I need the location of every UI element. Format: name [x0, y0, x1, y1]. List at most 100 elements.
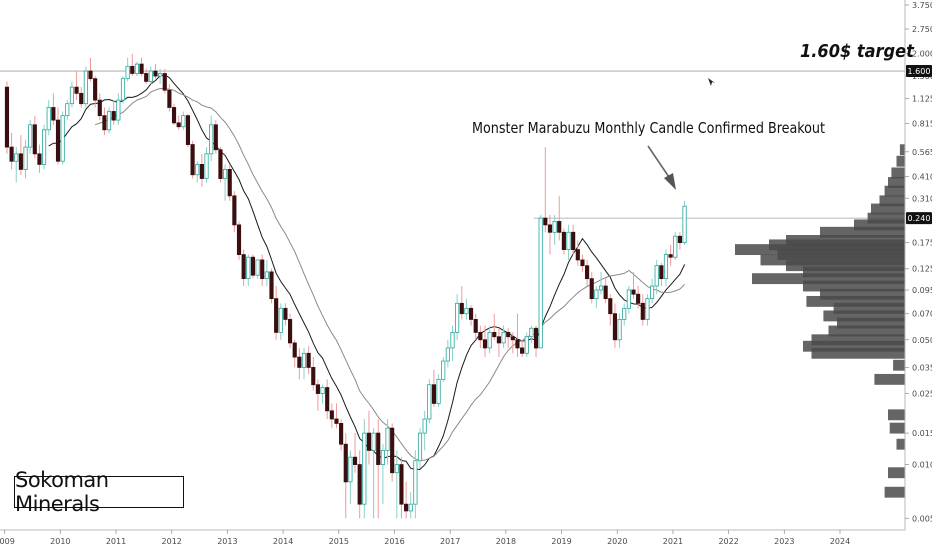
candle-up: [413, 460, 418, 505]
candle-up: [487, 331, 492, 349]
candle-down: [18, 153, 23, 170]
price-tags: 1.600 0.240: [906, 65, 932, 225]
candle-down: [269, 271, 274, 300]
candle-up: [264, 271, 269, 280]
volume-profile-bar: [752, 273, 905, 285]
candle-down: [241, 254, 246, 280]
candle-up: [46, 107, 51, 131]
candle-down: [171, 107, 177, 124]
candle-up: [69, 86, 75, 105]
ma-slow-line: [94, 87, 685, 461]
candle-down: [51, 107, 56, 121]
candle-up: [148, 70, 153, 82]
volume-profile-bar: [786, 235, 905, 246]
candle-up: [617, 319, 622, 341]
candle-up: [116, 99, 121, 121]
candle-down: [339, 423, 344, 445]
price-tick-label: 0.815: [912, 119, 932, 128]
candle-up: [204, 153, 209, 179]
candle-up: [622, 307, 627, 320]
time-axis-labels: 2009 2010 2011 2012 2013 2014 2015 2016 2017 2018…: [0, 530, 850, 546]
volume-profile-bar: [889, 422, 905, 434]
candle-up: [645, 298, 650, 320]
candle-up: [464, 307, 469, 315]
candle-up: [120, 78, 126, 101]
price-tick-label: 2.750: [912, 25, 932, 34]
volume-profile-bar: [803, 280, 905, 292]
candle-up: [14, 153, 19, 162]
candle-up: [246, 256, 251, 280]
price-tick-label: 0.035: [912, 363, 932, 372]
volume-profile-bar: [871, 203, 905, 215]
candle-up: [445, 347, 450, 362]
candle-up: [106, 111, 112, 131]
candle-down: [376, 432, 381, 465]
candle-down: [185, 115, 191, 145]
candle-down: [603, 285, 608, 300]
volume-profile-bar: [823, 310, 905, 322]
candle-down: [492, 331, 497, 338]
price-tick-label: 0.410: [912, 173, 932, 182]
candle-down: [515, 339, 520, 349]
candle-up: [450, 331, 455, 349]
candle-down: [292, 342, 297, 358]
year-tick-label: 2023: [774, 537, 794, 546]
candle-down: [506, 331, 511, 338]
candle-up: [301, 352, 307, 368]
candle-down: [9, 146, 14, 162]
volume-profile-bar: [888, 467, 905, 479]
year-tick-label: 2021: [663, 537, 683, 546]
price-tag-box: [906, 212, 932, 225]
candle-down: [37, 153, 42, 165]
year-tick-label: 2010: [50, 537, 70, 546]
year-tick-label: 2011: [106, 537, 126, 546]
candle-down: [311, 367, 316, 386]
candle-up: [83, 70, 88, 105]
year-tick-label: 2020: [607, 537, 627, 546]
volume-profile-bar: [820, 288, 905, 300]
candle-down: [213, 124, 218, 151]
candle-up: [362, 432, 367, 505]
candle-down: [478, 331, 483, 341]
candle-up: [371, 432, 376, 451]
candle-up: [42, 129, 47, 165]
candle-down: [55, 119, 61, 162]
price-tag-label: 0.240: [908, 214, 931, 223]
year-tick-label: 2015: [329, 537, 349, 546]
cursor-icon: [708, 78, 715, 86]
price-tag-box: [906, 65, 932, 78]
volume-profile-bar: [806, 295, 905, 307]
candle-up: [654, 265, 659, 287]
candle-down: [636, 293, 641, 304]
year-tick-label: 2009: [0, 537, 15, 546]
candlesticks: [4, 53, 687, 519]
candle-up: [594, 289, 599, 300]
candle-down: [575, 249, 580, 261]
candle-down: [631, 289, 636, 295]
candle-up: [380, 450, 385, 465]
candle-up: [566, 231, 571, 250]
candle-down: [88, 70, 93, 80]
candle-up: [422, 418, 427, 434]
price-tick-label: 0.010: [912, 461, 932, 470]
candle-down: [283, 307, 288, 320]
volume-profile-bar: [884, 486, 905, 498]
candle-up: [552, 221, 557, 233]
candle-down: [557, 221, 562, 233]
price-tick-label: 0.310: [912, 194, 932, 203]
volume-profile-bar: [786, 260, 905, 272]
candle-down: [227, 169, 232, 197]
volume-profile-bar: [896, 155, 905, 167]
candle-down: [260, 259, 265, 280]
candle-down: [218, 149, 223, 179]
candle-down: [390, 427, 395, 474]
year-tick-label: 2024: [830, 537, 850, 546]
candle-up: [598, 285, 604, 291]
candle-up: [60, 115, 65, 162]
price-tick-label: 2.000: [912, 50, 932, 59]
candle-down: [399, 464, 404, 505]
candle-up: [209, 124, 214, 155]
moving-averages: [48, 74, 686, 470]
volume-profile-bar: [811, 347, 905, 359]
